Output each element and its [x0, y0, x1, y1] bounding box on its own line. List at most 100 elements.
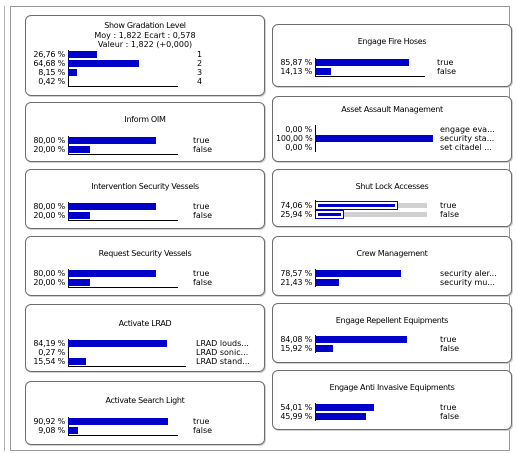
probability-bar	[68, 212, 90, 219]
state-row: 0,42 % 4	[26, 77, 264, 86]
node-engage-anti-invasive-equipments[interactable]: Engage Anti Invasive Equipments 54,01 % t…	[272, 370, 512, 430]
state-label: true	[440, 335, 457, 344]
node-engage-fire-hoses[interactable]: Engage Fire Hoses 85,87 % true 14,13 % fal…	[272, 24, 512, 87]
state-row: 25,94 % false	[273, 209, 511, 219]
node-activate-search-light[interactable]: Activate Search Light 90,92 % true 9,08 %…	[25, 381, 265, 445]
state-label: security aler...	[440, 269, 497, 278]
probability-bar	[315, 270, 401, 277]
state-row: 15,92 % false	[273, 344, 511, 353]
state-label: 3	[197, 68, 203, 77]
node-stats-value: Valeur : 1,822 (+0,000)	[97, 40, 193, 49]
node-title: Intervention Security Vessels	[91, 182, 199, 191]
probability-bar	[68, 203, 156, 210]
node-title: Crew Management	[356, 249, 428, 258]
probability-bar	[68, 358, 86, 365]
probability-bar	[315, 413, 366, 420]
state-row: 54,01 % true	[273, 403, 511, 412]
probability-bar	[68, 69, 77, 76]
state-row: 64,68 % 2	[26, 59, 264, 68]
state-label: 1	[197, 50, 203, 59]
state-row: 80,00 % true	[26, 202, 264, 211]
state-probability: 8,15 %	[38, 68, 65, 77]
state-probability: 84,08 %	[280, 335, 312, 344]
state-label: false	[193, 211, 213, 220]
state-row: 15,54 % LRAD stand...	[26, 357, 264, 366]
state-probability: 15,92 %	[280, 344, 312, 353]
state-label: true	[440, 201, 457, 210]
node-title: Inform OIM	[124, 115, 166, 124]
state-probability: 0,00 %	[285, 143, 312, 152]
node-engage-repellent-equipments[interactable]: Engage Repellent Equipments 84,08 % true …	[272, 303, 512, 363]
state-probability: 90,92 %	[33, 417, 65, 426]
state-row: 74,06 % true	[273, 200, 511, 210]
state-label: true	[193, 269, 210, 278]
state-probability: 9,08 %	[38, 426, 65, 435]
state-probability: 54,01 %	[280, 403, 312, 412]
state-label: true	[193, 136, 210, 145]
state-row: 84,08 % true	[273, 335, 511, 344]
probability-bar	[315, 279, 339, 286]
state-label: true	[193, 417, 210, 426]
state-row: 20,00 % false	[26, 145, 264, 154]
state-row: 8,15 % 3	[26, 68, 264, 77]
state-probability: 20,00 %	[33, 145, 65, 154]
state-label: LRAD louds...	[196, 339, 249, 348]
state-probability: 84,19 %	[33, 339, 65, 348]
state-probability: 85,87 %	[280, 58, 312, 67]
node-stats-mean-deviation: Moy : 1,822 Ecart : 0,578	[94, 31, 196, 40]
state-label: false	[193, 145, 213, 154]
node-intervention-security-vessels[interactable]: Intervention Security Vessels 80,00 % tru…	[25, 169, 265, 229]
node-crew-management[interactable]: Crew Management 78,57 % security aler... …	[272, 236, 512, 296]
state-row: 20,00 % false	[26, 211, 264, 220]
node-inform-oim[interactable]: Inform OIM 80,00 % true 20,00 % false	[25, 102, 265, 162]
state-probability: 45,99 %	[280, 412, 312, 421]
state-row: 90,92 % true	[26, 417, 264, 426]
state-probability: 0,27 %	[38, 348, 65, 357]
state-row: 14,13 % false	[273, 67, 511, 76]
node-title: Show Gradation Level	[104, 21, 186, 30]
node-title: Engage Anti Invasive Equipments	[329, 383, 455, 392]
node-title: Asset Assault Management	[341, 105, 443, 114]
state-probability: 100,00 %	[276, 134, 313, 143]
state-probability: 80,00 %	[33, 202, 65, 211]
state-row: 84,19 % LRAD louds...	[26, 339, 264, 348]
state-probability: 78,57 %	[280, 269, 312, 278]
state-probability: 14,13 %	[280, 67, 312, 76]
node-asset-assault-management[interactable]: Asset Assault Management 0,00 % engage ev…	[272, 96, 512, 162]
state-label: false	[193, 278, 213, 287]
state-label: true	[440, 403, 457, 412]
state-probability: 20,00 %	[33, 278, 65, 287]
state-probability: 80,00 %	[33, 269, 65, 278]
state-probability: 74,06 %	[280, 201, 312, 210]
node-shut-lock-accesses[interactable]: Shut Lock Accesses 74,06 % true 25,94 % fa…	[272, 169, 512, 227]
probability-bar	[68, 146, 90, 153]
node-title: Engage Fire Hoses	[357, 37, 427, 46]
probability-bar	[315, 68, 331, 75]
node-show-gradation-level[interactable]: Show Gradation Level Moy : 1,822 Ecart :…	[25, 15, 265, 96]
probability-bar	[315, 59, 409, 66]
probability-bar	[68, 279, 90, 286]
state-probability: 0,00 %	[285, 125, 312, 134]
probability-bar	[315, 345, 333, 352]
state-label: security sta...	[440, 134, 495, 143]
probability-bar	[315, 135, 433, 142]
state-row: 9,08 % false	[26, 426, 264, 435]
node-request-security-vessels[interactable]: Request Security Vessels 80,00 % true 20,…	[25, 236, 265, 296]
state-probability: 20,00 %	[33, 211, 65, 220]
state-probability: 80,00 %	[33, 136, 65, 145]
state-label: 4	[197, 77, 203, 86]
state-row: 26,76 % 1	[26, 50, 264, 59]
probability-bar	[68, 427, 78, 434]
probability-bar	[68, 137, 156, 144]
state-row: 45,99 % false	[273, 412, 511, 421]
window-left-edge	[4, 6, 5, 451]
state-row: 80,00 % true	[26, 136, 264, 145]
state-label: security mu...	[440, 278, 495, 287]
state-label: 2	[197, 59, 203, 68]
state-row: 78,57 % security aler...	[273, 269, 511, 278]
node-title: Request Security Vessels	[98, 249, 192, 258]
node-activate-lrad[interactable]: Activate LRAD 84,19 % LRAD louds... 0,27 …	[25, 304, 265, 372]
state-label: engage eva...	[440, 125, 495, 134]
state-label: LRAD stand...	[196, 357, 250, 366]
node-title: Engage Repellent Equipments	[335, 316, 449, 325]
